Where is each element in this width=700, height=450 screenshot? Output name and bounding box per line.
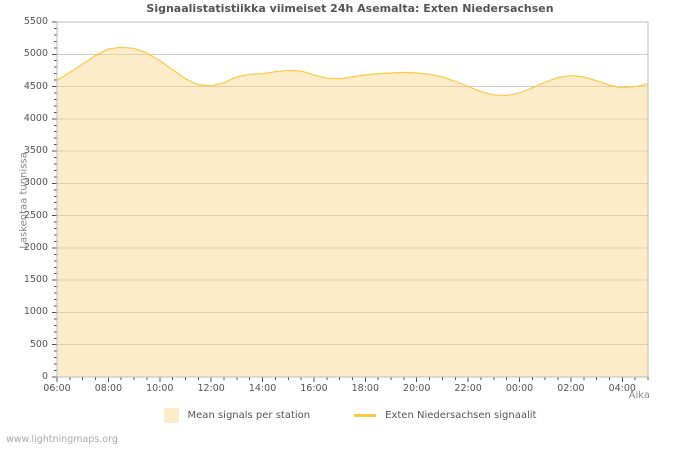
chart-legend: Mean signals per station Exten Niedersac… xyxy=(0,408,700,423)
legend-label-exten-niedersachsen-signaalit: Exten Niedersachsen signaalit xyxy=(385,410,537,421)
y-tick-label: 4500 xyxy=(23,80,48,92)
x-tick-label: 04:00 xyxy=(608,383,636,394)
y-tick-label: 1500 xyxy=(23,274,48,286)
y-tick-label: 4000 xyxy=(23,112,48,124)
x-tick-label: 20:00 xyxy=(403,383,431,394)
legend-item-mean-signals-per-station: Mean signals per station xyxy=(163,408,311,423)
x-tick-label: 14:00 xyxy=(248,383,277,394)
legend-area-swatch-icon xyxy=(163,408,179,423)
chart-title: Signaalistatistiikka viimeiset 24h Asema… xyxy=(146,2,554,15)
x-axis-title: Aika xyxy=(628,390,650,401)
y-tick-label: 5000 xyxy=(23,48,48,60)
x-tick-label: 00:00 xyxy=(505,383,534,394)
legend-item-exten-niedersachsen-signaalit: Exten Niedersachsen signaalit xyxy=(354,410,536,421)
x-tick-label: 06:00 xyxy=(43,383,71,394)
x-tick-label: 08:00 xyxy=(94,383,123,394)
y-tick-label: 500 xyxy=(29,338,48,350)
y-tick-label: 3000 xyxy=(23,177,48,189)
area-series-mean-signals-per-station xyxy=(57,47,648,378)
y-tick-label: 0 xyxy=(41,371,48,382)
y-tick-label: 3500 xyxy=(23,145,48,157)
x-tick-label: 22:00 xyxy=(454,383,482,394)
x-tick-label: 02:00 xyxy=(557,383,585,394)
footer-credit: www.lightningmaps.org xyxy=(6,434,118,445)
legend-label-mean-signals-per-station: Mean signals per station xyxy=(187,410,311,421)
x-tick-label: 12:00 xyxy=(197,383,225,394)
legend-line-swatch-icon xyxy=(354,414,377,417)
x-tick-label: 10:00 xyxy=(146,383,174,394)
x-tick-label: 16:00 xyxy=(300,383,328,394)
x-tick-label: 18:00 xyxy=(351,383,380,394)
y-tick-label: 2500 xyxy=(23,209,48,221)
y-tick-label: 5500 xyxy=(23,16,48,27)
line-series-exten-niedersachsen-signaalit xyxy=(56,46,649,97)
y-tick-label: 2000 xyxy=(23,241,48,253)
y-tick-label: 1000 xyxy=(23,306,48,318)
plot-frame xyxy=(56,21,649,378)
